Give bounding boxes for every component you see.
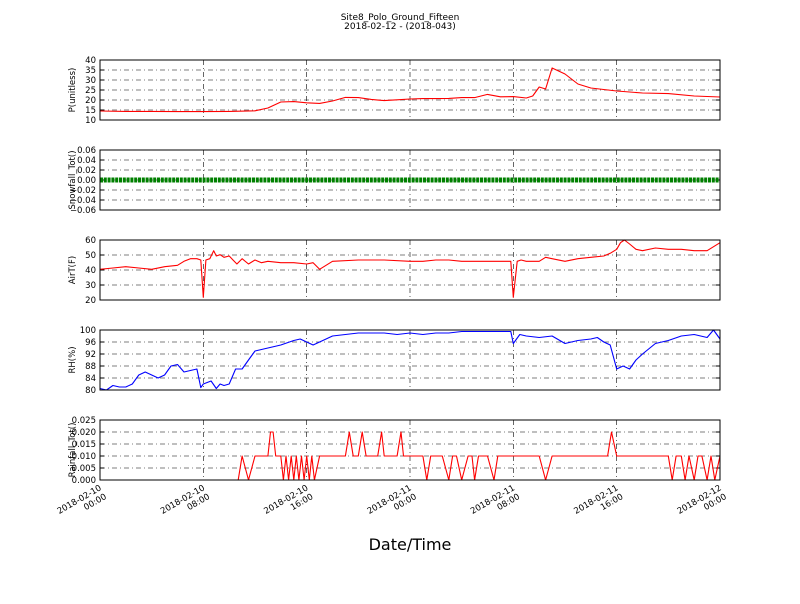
y-tick-label: 0.04 (77, 156, 96, 166)
y-tick-label: −0.04 (70, 196, 96, 206)
series-line (100, 431, 721, 481)
axes-frame (99, 149, 721, 211)
y-tick-label: 80 (85, 386, 96, 396)
y-axis-label: RH(%) (68, 346, 78, 373)
y-tick-label: 40 (85, 266, 96, 276)
axes-frame (99, 329, 721, 391)
y-tick-label: 88 (85, 362, 96, 372)
y-tick-label: 92 (85, 350, 96, 360)
x-axis-label: Date/Time (369, 535, 452, 554)
y-tick-label: 15 (85, 106, 96, 116)
y-tick-label: −0.02 (70, 186, 96, 196)
y-tick-label: 30 (85, 281, 96, 291)
y-tick-label: 60 (85, 236, 96, 246)
axes-frame (99, 239, 721, 301)
subplot-5: 0.000 0.005 0.010 0.015 0.020 0.025Rainfall_T… (68, 416, 721, 486)
series-line (99, 239, 721, 298)
y-tick-label: 96 (85, 338, 96, 348)
y-tick-label: 40 (85, 56, 96, 66)
y-tick-label: −0.06 (70, 206, 96, 216)
y-tick-label: 100 (80, 326, 96, 336)
subplot-panels: 10152025303540P(unitless)−0.06−0.04−0.02… (68, 56, 721, 486)
series-line (99, 67, 721, 113)
y-axis-label: AirT(F) (68, 256, 78, 284)
y-tick-label: 10 (85, 116, 96, 126)
y-tick-label: 0.020 (72, 428, 96, 438)
series-line (99, 329, 721, 391)
y-tick-label: 84 (85, 374, 96, 384)
y-tick-label: 0.00 (77, 176, 96, 186)
y-tick-label: 20 (85, 96, 96, 106)
subplot-3: 20 30 40 50 60 AirT(F) (68, 236, 721, 306)
axes-frame (99, 59, 721, 121)
y-axis-label: Snowfall_Tot() (68, 150, 78, 209)
subplot-2: −0.06−0.04−0.020.000.020.040.06Snowfall_… (68, 146, 721, 216)
y-tick-label: 20 (85, 296, 96, 306)
chart-title-line2: 2018-02-12 - (2018-043) (344, 22, 456, 32)
y-tick-label: 0.005 (72, 464, 96, 474)
y-axis-label: P(unitless) (68, 68, 78, 113)
y-tick-label: 25 (85, 86, 96, 96)
y-tick-label: 30 (85, 76, 96, 86)
y-tick-label: 0.000 (72, 476, 96, 486)
y-tick-label: 0.06 (77, 146, 96, 156)
y-tick-label: 35 (85, 66, 96, 76)
y-tick-label: 0.025 (72, 416, 96, 426)
chart-title-line1: Site8_Polo_Ground_Fifteen (341, 13, 460, 23)
y-tick-label: 0.015 (72, 440, 96, 450)
y-tick-label: 0.02 (77, 166, 96, 176)
axes-frame (99, 419, 721, 481)
y-tick-label: 50 (85, 251, 96, 261)
y-tick-label: 0.010 (72, 452, 96, 462)
y-axis-label: Rainfall_Tot() (68, 423, 78, 478)
